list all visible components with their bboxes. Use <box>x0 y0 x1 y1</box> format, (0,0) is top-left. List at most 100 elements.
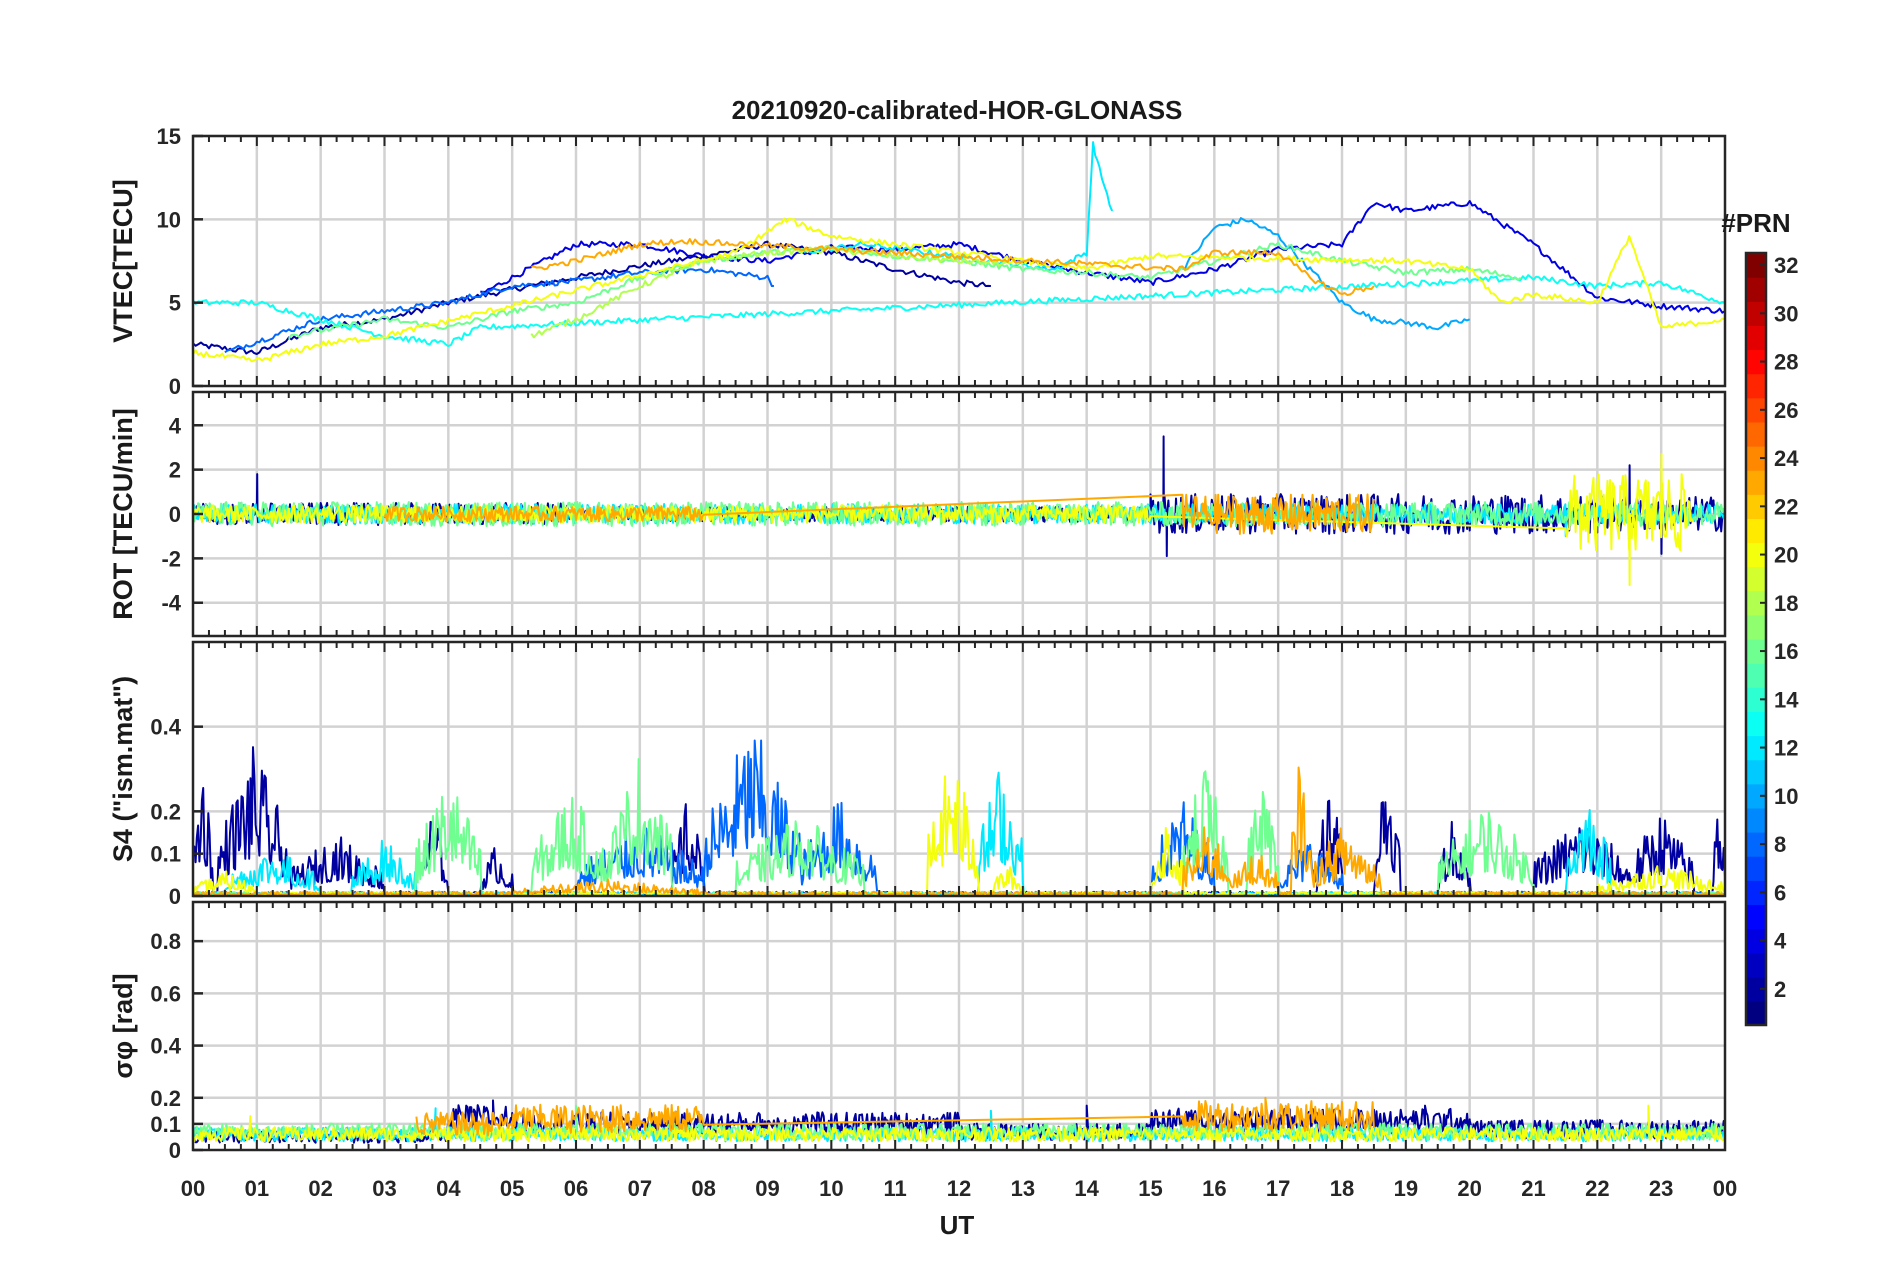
colorbar-band <box>1746 421 1766 447</box>
s4-ylabel: S4 ("ism.mat") <box>108 676 138 862</box>
y-tick-label: 0.1 <box>150 1112 181 1137</box>
colorbar-tick-label: 20 <box>1774 543 1798 568</box>
y-tick-label: 0.1 <box>150 842 181 867</box>
rot-series <box>192 435 1726 586</box>
y-tick-label: 0.8 <box>150 929 181 954</box>
colorbar-band <box>1746 277 1766 302</box>
series-line-prn-13 <box>192 274 1726 348</box>
sigma-phi-ticks: 00.10.2 0.4 0.6 0.8 <box>150 902 1726 1163</box>
colorbar-band <box>1746 446 1766 471</box>
x-tick-label: 04 <box>436 1176 461 1201</box>
colorbar-tick-label: 24 <box>1774 446 1799 471</box>
y-tick-label: 0.2 <box>150 1086 181 1111</box>
x-tick-label: 00 <box>181 1176 205 1201</box>
y-tick-label: 4 <box>169 413 182 438</box>
panel-rot: -4 -2 0 2 4 ROT [TECU/min] <box>108 390 1727 638</box>
y-tick-label: 5 <box>169 291 181 316</box>
colorbar-band <box>1746 807 1766 833</box>
x-tick-label: 02 <box>308 1176 332 1201</box>
colorbar-bands <box>1746 253 1766 1026</box>
x-tick-label: 10 <box>819 1176 843 1201</box>
colorbar-band <box>1746 518 1766 544</box>
y-tick-label: 0.6 <box>150 981 181 1006</box>
y-tick-label: 0 <box>169 1138 181 1163</box>
series-line-prn-20 <box>192 1104 1726 1143</box>
colorbar-band <box>1746 253 1766 278</box>
colorbar-band <box>1746 663 1766 688</box>
x-tick-label: 08 <box>691 1176 715 1201</box>
figure-title: 20210920-calibrated-HOR-GLONASS <box>732 95 1183 125</box>
colorbar-band <box>1746 928 1766 954</box>
colorbar-tick-label: 6 <box>1774 880 1786 905</box>
y-tick-label: -2 <box>161 546 181 571</box>
x-tick-label: 19 <box>1394 1176 1418 1201</box>
colorbar-tick-label: 22 <box>1774 494 1798 519</box>
vtec-series <box>192 141 1726 363</box>
colorbar-tick-label: 14 <box>1774 687 1799 712</box>
series-line-prn-20 <box>192 217 1726 363</box>
x-tick-label: 13 <box>1011 1176 1035 1201</box>
colorbar-band <box>1746 687 1766 712</box>
colorbar-band <box>1746 856 1766 881</box>
x-tick-label: 05 <box>500 1176 524 1201</box>
panel-vtec: 0 5 10 15 VTEC[TECU] <box>108 124 1727 399</box>
colorbar-band <box>1746 566 1766 592</box>
colorbar-tick-label: 8 <box>1774 832 1786 857</box>
colorbar-band <box>1746 976 1766 1002</box>
x-tick-label: 20 <box>1457 1176 1481 1201</box>
series-line-prn-8 <box>224 266 774 354</box>
sigma-phi-series <box>192 1096 1726 1144</box>
colorbar-tick-label: 32 <box>1774 253 1798 278</box>
x-tick-label: 11 <box>884 1176 907 1201</box>
y-tick-label: 10 <box>157 207 181 232</box>
series-line-prn-20 <box>192 453 1694 586</box>
colorbar-band <box>1746 783 1766 809</box>
vtec-ticks: 0 5 10 15 <box>157 124 1726 399</box>
colorbar-band <box>1746 373 1766 399</box>
x-tick-label: 14 <box>1074 1176 1099 1201</box>
x-tick-label: 12 <box>947 1176 971 1201</box>
y-tick-label: 0 <box>169 374 181 399</box>
colorbar-band <box>1746 614 1766 640</box>
colorbar-band <box>1746 880 1766 905</box>
colorbar-band <box>1746 832 1766 857</box>
x-tick-label: 23 <box>1649 1176 1673 1201</box>
colorbar-frame <box>1744 251 1768 1027</box>
colorbar-tick-label: 4 <box>1774 929 1787 954</box>
y-tick-label: 0.4 <box>150 715 181 740</box>
colorbar-title: #PRN <box>1721 208 1790 238</box>
colorbar-tick-label: 26 <box>1774 398 1798 423</box>
x-tick-label: 07 <box>628 1176 652 1201</box>
s4-ticks: 0 0.1 0.2 0.4 <box>150 642 1726 909</box>
x-tick-label: 00 <box>1713 1176 1737 1201</box>
series-line-prn-23 <box>531 238 1375 296</box>
colorbar-band <box>1746 542 1766 568</box>
colorbar-band <box>1746 470 1766 495</box>
panel-sigma-phi: 00.10.2 0.4 0.6 0.8 σφ [rad] <box>108 900 1727 1163</box>
y-tick-label: 15 <box>157 124 181 149</box>
x-tick-label: 22 <box>1585 1176 1609 1201</box>
colorbar-band <box>1746 349 1766 375</box>
colorbar-band <box>1746 494 1766 519</box>
colorbar-tick-label: 30 <box>1774 301 1798 326</box>
sigma-phi-ylabel: σφ [rad] <box>108 973 138 1078</box>
colorbar-band <box>1746 735 1766 761</box>
rot-ticks: -4 -2 0 2 4 <box>161 392 1726 636</box>
colorbar-tick-label: 10 <box>1774 784 1798 809</box>
series-line-prn-18 <box>530 245 1024 339</box>
y-tick-label: 0 <box>169 502 181 527</box>
x-tick-label: 06 <box>564 1176 588 1201</box>
colorbar-tick-label: 16 <box>1774 639 1798 664</box>
y-tick-label: 0.2 <box>150 799 181 824</box>
x-axis: 00 01 02 03 04 05 06 07 08 09 10 11 12 13 14 15 16 17 18 19… <box>181 1176 1737 1201</box>
colorbar-band <box>1746 711 1766 737</box>
x-tick-label: 01 <box>245 1176 269 1201</box>
y-tick-label: 2 <box>169 458 181 483</box>
x-tick-label: 21 <box>1521 1176 1545 1201</box>
colorbar-band <box>1746 397 1766 423</box>
series-line-prn-10 <box>1182 217 1471 331</box>
series-line-prn-23 <box>415 1096 1375 1137</box>
